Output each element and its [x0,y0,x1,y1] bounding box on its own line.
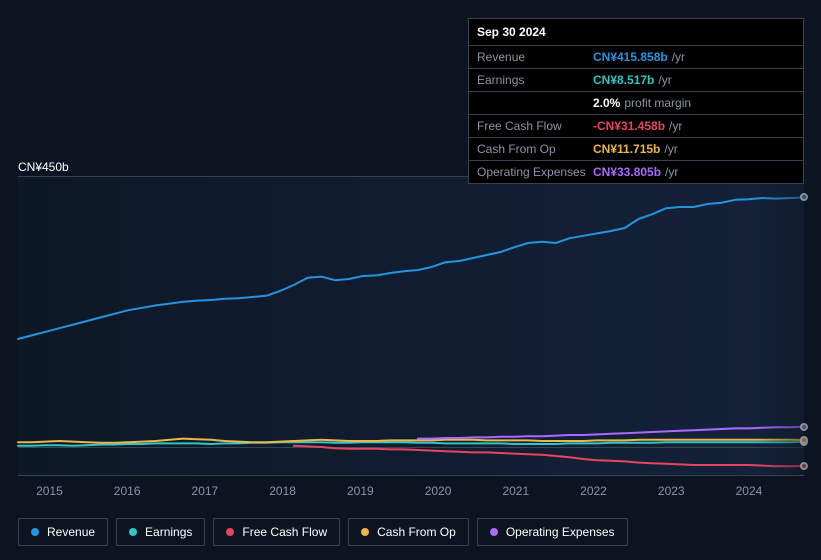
tooltip-unit: /yr [669,119,682,133]
legend-label: Earnings [145,525,192,539]
tooltip-unit: /yr [665,165,678,179]
legend-dot [490,528,498,536]
tooltip-value: 2.0% [593,96,620,110]
tooltip-value: CN¥8.517b [593,73,654,87]
chart-lines [18,177,804,477]
legend-item-revenue[interactable]: Revenue [18,518,108,546]
legend-item-operating-expenses[interactable]: Operating Expenses [477,518,628,546]
tooltip-label: Revenue [477,50,593,64]
tooltip-date: Sep 30 2024 [469,19,803,46]
series-line-revenue [18,198,804,340]
legend-dot [361,528,369,536]
tooltip-value: CN¥33.805b [593,165,661,179]
legend-label: Revenue [47,525,95,539]
tooltip-row: RevenueCN¥415.858b/yr [469,46,803,69]
legend-label: Operating Expenses [506,525,615,539]
tooltip-row: Cash From OpCN¥11.715b/yr [469,138,803,161]
series-line-free-cash-flow [294,446,804,466]
series-endpoint [800,423,808,431]
tooltip-row: Operating ExpensesCN¥33.805b/yr [469,161,803,183]
tooltip-value: CN¥415.858b [593,50,668,64]
tooltip-unit: /yr [658,73,671,87]
tooltip-unit: /yr [672,50,685,64]
legend-label: Free Cash Flow [242,525,327,539]
chart-plot [18,176,804,476]
legend-dot [31,528,39,536]
series-endpoint [800,193,808,201]
x-axis-tick: 2015 [36,484,63,498]
y-axis-max: CN¥450b [18,160,69,174]
tooltip-label: Earnings [477,73,593,87]
summary-tooltip: Sep 30 2024 RevenueCN¥415.858b/yrEarning… [468,18,804,184]
x-axis-tick: 2023 [658,484,685,498]
tooltip-label: Free Cash Flow [477,119,593,133]
tooltip-unit: /yr [664,142,677,156]
legend-dot [129,528,137,536]
legend-item-cash-from-op[interactable]: Cash From Op [348,518,469,546]
x-axis-tick: 2022 [580,484,607,498]
series-endpoint [800,436,808,444]
legend-dot [226,528,234,536]
tooltip-row: 2.0% profit margin [469,92,803,115]
tooltip-label: Cash From Op [477,142,593,156]
x-axis-tick: 2016 [114,484,141,498]
legend-item-earnings[interactable]: Earnings [116,518,205,546]
legend: Revenue Earnings Free Cash Flow Cash From O… [18,518,628,546]
legend-label: Cash From Op [377,525,456,539]
x-axis-tick: 2021 [502,484,529,498]
series-line-operating-expenses [418,427,804,439]
tooltip-unit: profit margin [624,96,691,110]
x-axis-tick: 2019 [347,484,374,498]
tooltip-value: CN¥11.715b [593,142,660,156]
tooltip-row: Free Cash Flow-CN¥31.458b/yr [469,115,803,138]
x-axis-tick: 2018 [269,484,296,498]
tooltip-value: -CN¥31.458b [593,119,665,133]
x-axis-tick: 2020 [425,484,452,498]
x-axis-tick: 2024 [736,484,763,498]
series-endpoint [800,462,808,470]
legend-item-free-cash-flow[interactable]: Free Cash Flow [213,518,340,546]
x-axis-tick: 2017 [192,484,219,498]
tooltip-row: EarningsCN¥8.517b/yr [469,69,803,92]
tooltip-label: Operating Expenses [477,165,593,179]
